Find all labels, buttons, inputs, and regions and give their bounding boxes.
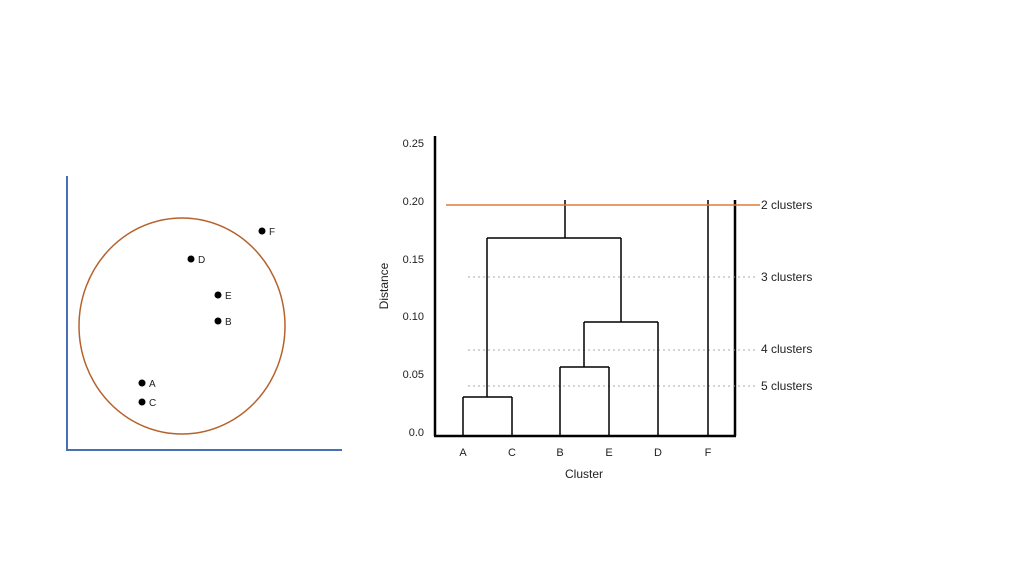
leaf-label-D: D	[654, 447, 662, 459]
point-label-C: C	[149, 398, 156, 409]
cut-label-2-clusters: 2 clusters	[761, 198, 812, 212]
leaf-label-A: A	[459, 447, 467, 459]
point-label-E: E	[225, 291, 232, 302]
scatter-panel: F D E B A C	[66, 176, 342, 451]
leaf-label-C: C	[508, 447, 516, 459]
x-axis-label: Cluster	[565, 467, 603, 481]
dendrogram-panel: 0.25 0.20 0.15 0.10 0.05 0.0 Distance	[377, 136, 812, 481]
y-tick-0.15: 0.15	[403, 254, 424, 266]
point-F	[258, 227, 266, 235]
point-label-F: F	[269, 227, 275, 238]
point-label-B: B	[225, 317, 232, 328]
point-E	[214, 291, 222, 299]
dendrogram-branches	[462, 200, 709, 436]
point-A	[138, 379, 146, 387]
y-tick-0.25: 0.25	[403, 138, 424, 150]
point-label-D: D	[198, 255, 205, 266]
leaf-label-E: E	[605, 447, 612, 459]
y-axis-label: Distance	[377, 262, 391, 309]
point-D	[187, 255, 195, 263]
y-tick-0.20: 0.20	[403, 196, 424, 208]
y-tick-0.05: 0.05	[403, 369, 424, 381]
cut-label-4-clusters: 4 clusters	[761, 342, 812, 356]
point-C	[138, 398, 146, 406]
point-B	[214, 317, 222, 325]
leaf-label-F: F	[705, 447, 712, 459]
y-tick-0.0: 0.0	[409, 427, 424, 439]
leaf-label-B: B	[556, 447, 563, 459]
cut-label-5-clusters: 5 clusters	[761, 379, 812, 393]
y-tick-0.10: 0.10	[403, 311, 424, 323]
point-label-A: A	[149, 379, 156, 390]
cluster-circle	[78, 217, 286, 435]
cut-label-3-clusters: 3 clusters	[761, 270, 812, 284]
